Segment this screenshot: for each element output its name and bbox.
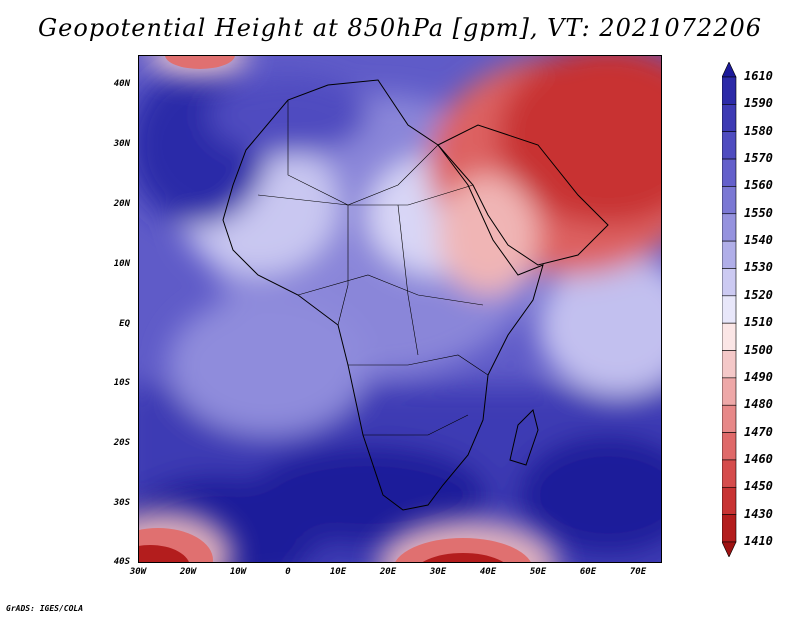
persian-low — [498, 55, 662, 225]
colorbar — [722, 62, 737, 557]
colorbar-swatch — [722, 268, 737, 297]
south-high — [248, 445, 488, 545]
colorbar-label: 1590 — [744, 96, 773, 111]
colorbar-label: 1490 — [744, 369, 773, 384]
lat-label: 30S — [113, 498, 130, 508]
colorbar-swatch — [722, 76, 737, 105]
lon-label: 0 — [285, 567, 291, 577]
madagascar — [509, 409, 539, 466]
colorbar-swatch — [722, 541, 737, 557]
red-sea-edge — [438, 175, 538, 295]
lat-label: EQ — [119, 319, 130, 329]
colorbar-label: 1560 — [744, 178, 773, 193]
lon-label: 10E — [329, 567, 347, 577]
colorbar-swatch — [722, 131, 737, 160]
lat-label: 10N — [113, 259, 130, 269]
colorbar-swatch — [722, 486, 737, 515]
colorbar-label: 1460 — [744, 451, 773, 466]
lon-label: 70E — [629, 567, 647, 577]
colorbar-swatch — [722, 514, 737, 543]
map-title: Geopotential Height at 850hPa [gpm], VT:… — [38, 14, 762, 42]
colorbar-swatch — [722, 404, 737, 433]
lon-label: 20W — [179, 567, 197, 577]
lon-label: 30E — [429, 567, 447, 577]
lon-label: 30W — [129, 567, 147, 577]
colorbar-swatch — [722, 295, 737, 324]
colorbar-label: 1610 — [744, 69, 773, 83]
colorbar-swatch — [722, 350, 737, 379]
lat-label: 30N — [113, 139, 130, 149]
colorbar-label: 1480 — [744, 397, 773, 412]
colorbar-swatch — [722, 459, 737, 488]
colorbar-label: 1510 — [744, 315, 773, 330]
colorbar-label: 1500 — [744, 342, 773, 357]
colorbar-swatch — [722, 322, 737, 351]
colorbar-label: 1550 — [744, 205, 773, 220]
lon-label: 10W — [229, 567, 247, 577]
colorbar-label: 1410 — [744, 534, 773, 548]
colorbar-swatch — [722, 62, 737, 78]
south-low — [394, 538, 532, 563]
colorbar-label: 1520 — [744, 287, 773, 302]
se-high — [518, 435, 662, 555]
colorbar-label: 1470 — [744, 424, 773, 439]
height-map — [138, 55, 662, 563]
lat-label: 20N — [113, 199, 130, 209]
colorbar-label: 1450 — [744, 479, 773, 494]
atlantic-ridge — [168, 295, 368, 435]
colorbar-swatch — [722, 240, 737, 269]
colorbar-label: 1530 — [744, 260, 773, 275]
lat-label: 10S — [113, 378, 130, 388]
colorbar-label: 1540 — [744, 233, 773, 248]
arabian-peninsula — [437, 124, 609, 266]
indian-ridge — [538, 255, 662, 395]
lon-label: 20E — [379, 567, 397, 577]
lat-label: 20S — [113, 438, 130, 448]
grads-credit: GrADS: IGES/COLA — [6, 604, 84, 613]
colorbar-label: 1430 — [744, 506, 773, 521]
lat-label: 40S — [113, 557, 130, 567]
colorbar-swatch — [722, 186, 737, 215]
colorbar-swatch — [722, 213, 737, 242]
colorbar-swatch — [722, 158, 737, 187]
country-borders — [257, 100, 489, 436]
africa-coastline — [222, 79, 544, 511]
colorbar-label: 1580 — [744, 123, 773, 138]
colorbar-swatch — [722, 104, 737, 133]
north-low — [165, 55, 235, 69]
lat-label: 40N — [113, 79, 130, 89]
colorbar-label: 1570 — [744, 151, 773, 166]
colorbar-swatch — [722, 432, 737, 461]
lon-label: 40E — [479, 567, 497, 577]
colorbar-swatch — [722, 377, 737, 406]
lon-label: 50E — [529, 567, 547, 577]
lon-label: 60E — [579, 567, 597, 577]
map-frame — [138, 55, 662, 563]
